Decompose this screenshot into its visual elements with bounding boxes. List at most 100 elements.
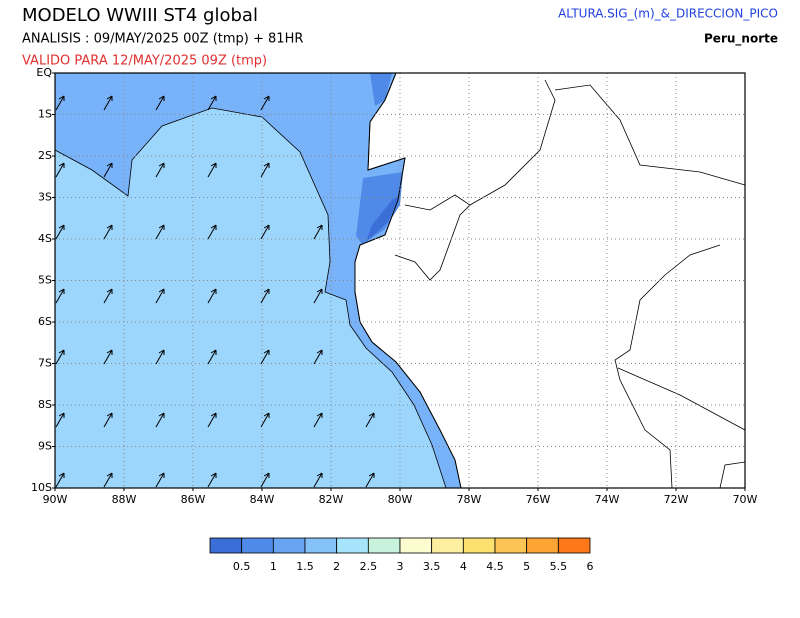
arrow xyxy=(155,288,165,304)
arrow xyxy=(207,412,217,428)
arrow xyxy=(55,472,65,488)
arrow xyxy=(313,349,323,365)
colorbar-box xyxy=(557,537,591,554)
colorbar-box xyxy=(526,537,559,554)
lon-label: 90W xyxy=(43,493,68,506)
lon-label: 88W xyxy=(112,493,137,506)
lat-label: 8S xyxy=(38,398,52,411)
lat-label: EQ xyxy=(36,66,52,79)
arrow xyxy=(313,472,323,488)
lat-label: 7S xyxy=(38,357,52,370)
colorbar-box xyxy=(462,537,496,554)
colorbar-box xyxy=(367,537,401,554)
lat-label: 2S xyxy=(38,149,52,162)
colorbar-box xyxy=(241,537,274,554)
colorbar-box xyxy=(272,537,306,554)
arrow xyxy=(313,224,323,240)
lon-label: 86W xyxy=(181,493,206,506)
arrow xyxy=(103,224,113,240)
colorbar-box xyxy=(336,537,369,554)
valid-time: VALIDO PARA 12/MAY/2025 09Z (tmp) xyxy=(22,54,267,69)
arrow xyxy=(103,288,113,304)
colorbar-label: 6 xyxy=(587,560,594,573)
lon-label: 70W xyxy=(733,493,758,506)
colorbar-box xyxy=(209,537,243,554)
lat-label: 5S xyxy=(38,274,52,287)
colorbar-label: 5 xyxy=(523,560,530,573)
colorbar-label: 1 xyxy=(270,560,277,573)
arrow xyxy=(55,412,65,428)
arrow xyxy=(55,349,65,365)
arrow xyxy=(260,472,270,488)
colorbar-box xyxy=(399,537,433,554)
arrow xyxy=(207,162,217,178)
arrow xyxy=(155,162,165,178)
analysis: ANALISIS : 09/MAY/2025 00Z (tmp) + 81HR xyxy=(22,32,303,47)
arrow xyxy=(207,349,217,365)
region: Peru_norte xyxy=(704,32,778,47)
sea-dark xyxy=(356,172,403,244)
arrow xyxy=(55,288,65,304)
colorbar-label: 5.5 xyxy=(550,560,568,573)
arrow xyxy=(155,412,165,428)
lon-label: 76W xyxy=(526,493,551,506)
lon-label: 72W xyxy=(664,493,689,506)
colorbar-label: 4 xyxy=(460,560,467,573)
colorbar-label: 3.5 xyxy=(423,560,441,573)
lat-label: 6S xyxy=(38,315,52,328)
lat-label: 1S xyxy=(38,108,52,121)
lon-label: 82W xyxy=(319,493,344,506)
colorbar-box xyxy=(494,537,528,554)
colorbar-label: 2.5 xyxy=(360,560,378,573)
colorbar-label: 3 xyxy=(397,560,404,573)
lon-label: 74W xyxy=(595,493,620,506)
lon-label: 78W xyxy=(457,493,482,506)
sea-dark-north xyxy=(370,73,392,106)
colorbar-box xyxy=(304,537,338,554)
arrow xyxy=(313,288,323,304)
frame xyxy=(54,72,746,489)
lat-label: 9S xyxy=(38,440,52,453)
arrow xyxy=(103,95,113,111)
arrow xyxy=(207,224,217,240)
arrow xyxy=(55,162,65,178)
lat-label: 10S xyxy=(31,481,52,494)
arrow xyxy=(260,224,270,240)
wave-direction-arrows xyxy=(55,95,375,488)
arrow xyxy=(365,412,375,428)
arrow xyxy=(260,95,270,111)
arrow xyxy=(55,95,65,111)
variable: ALTURA.SIG_(m)_&_DIRECCION_PICO xyxy=(558,7,778,21)
arrow xyxy=(260,162,270,178)
arrow xyxy=(313,412,323,428)
arrow xyxy=(365,472,375,488)
arrow xyxy=(103,349,113,365)
arrow xyxy=(260,349,270,365)
arrow xyxy=(207,95,217,111)
arrow xyxy=(155,224,165,240)
sea-darker xyxy=(366,195,400,242)
arrow xyxy=(260,412,270,428)
grid xyxy=(52,72,746,491)
colorbar-label: 0.5 xyxy=(233,560,251,573)
arrow xyxy=(155,349,165,365)
title: MODELO WWIII ST4 global xyxy=(22,5,258,26)
arrow xyxy=(155,95,165,111)
arrow xyxy=(55,224,65,240)
arrow xyxy=(207,288,217,304)
arrow xyxy=(103,412,113,428)
map xyxy=(52,72,746,491)
lon-label: 84W xyxy=(250,493,275,506)
lat-label: 3S xyxy=(38,191,52,204)
colorbar-box xyxy=(431,537,464,554)
lat-label: 4S xyxy=(38,232,52,245)
colorbar: 0.5 1 1.5 2 2.5 3 3.5 4 4.5 5 5.5 6 xyxy=(209,537,594,573)
colorbar-label: 4.5 xyxy=(486,560,504,573)
arrow xyxy=(155,472,165,488)
arrow xyxy=(103,162,113,178)
lon-label: 80W xyxy=(388,493,413,506)
arrow xyxy=(207,472,217,488)
coastline xyxy=(354,72,462,489)
colorbar-label: 1.5 xyxy=(296,560,314,573)
